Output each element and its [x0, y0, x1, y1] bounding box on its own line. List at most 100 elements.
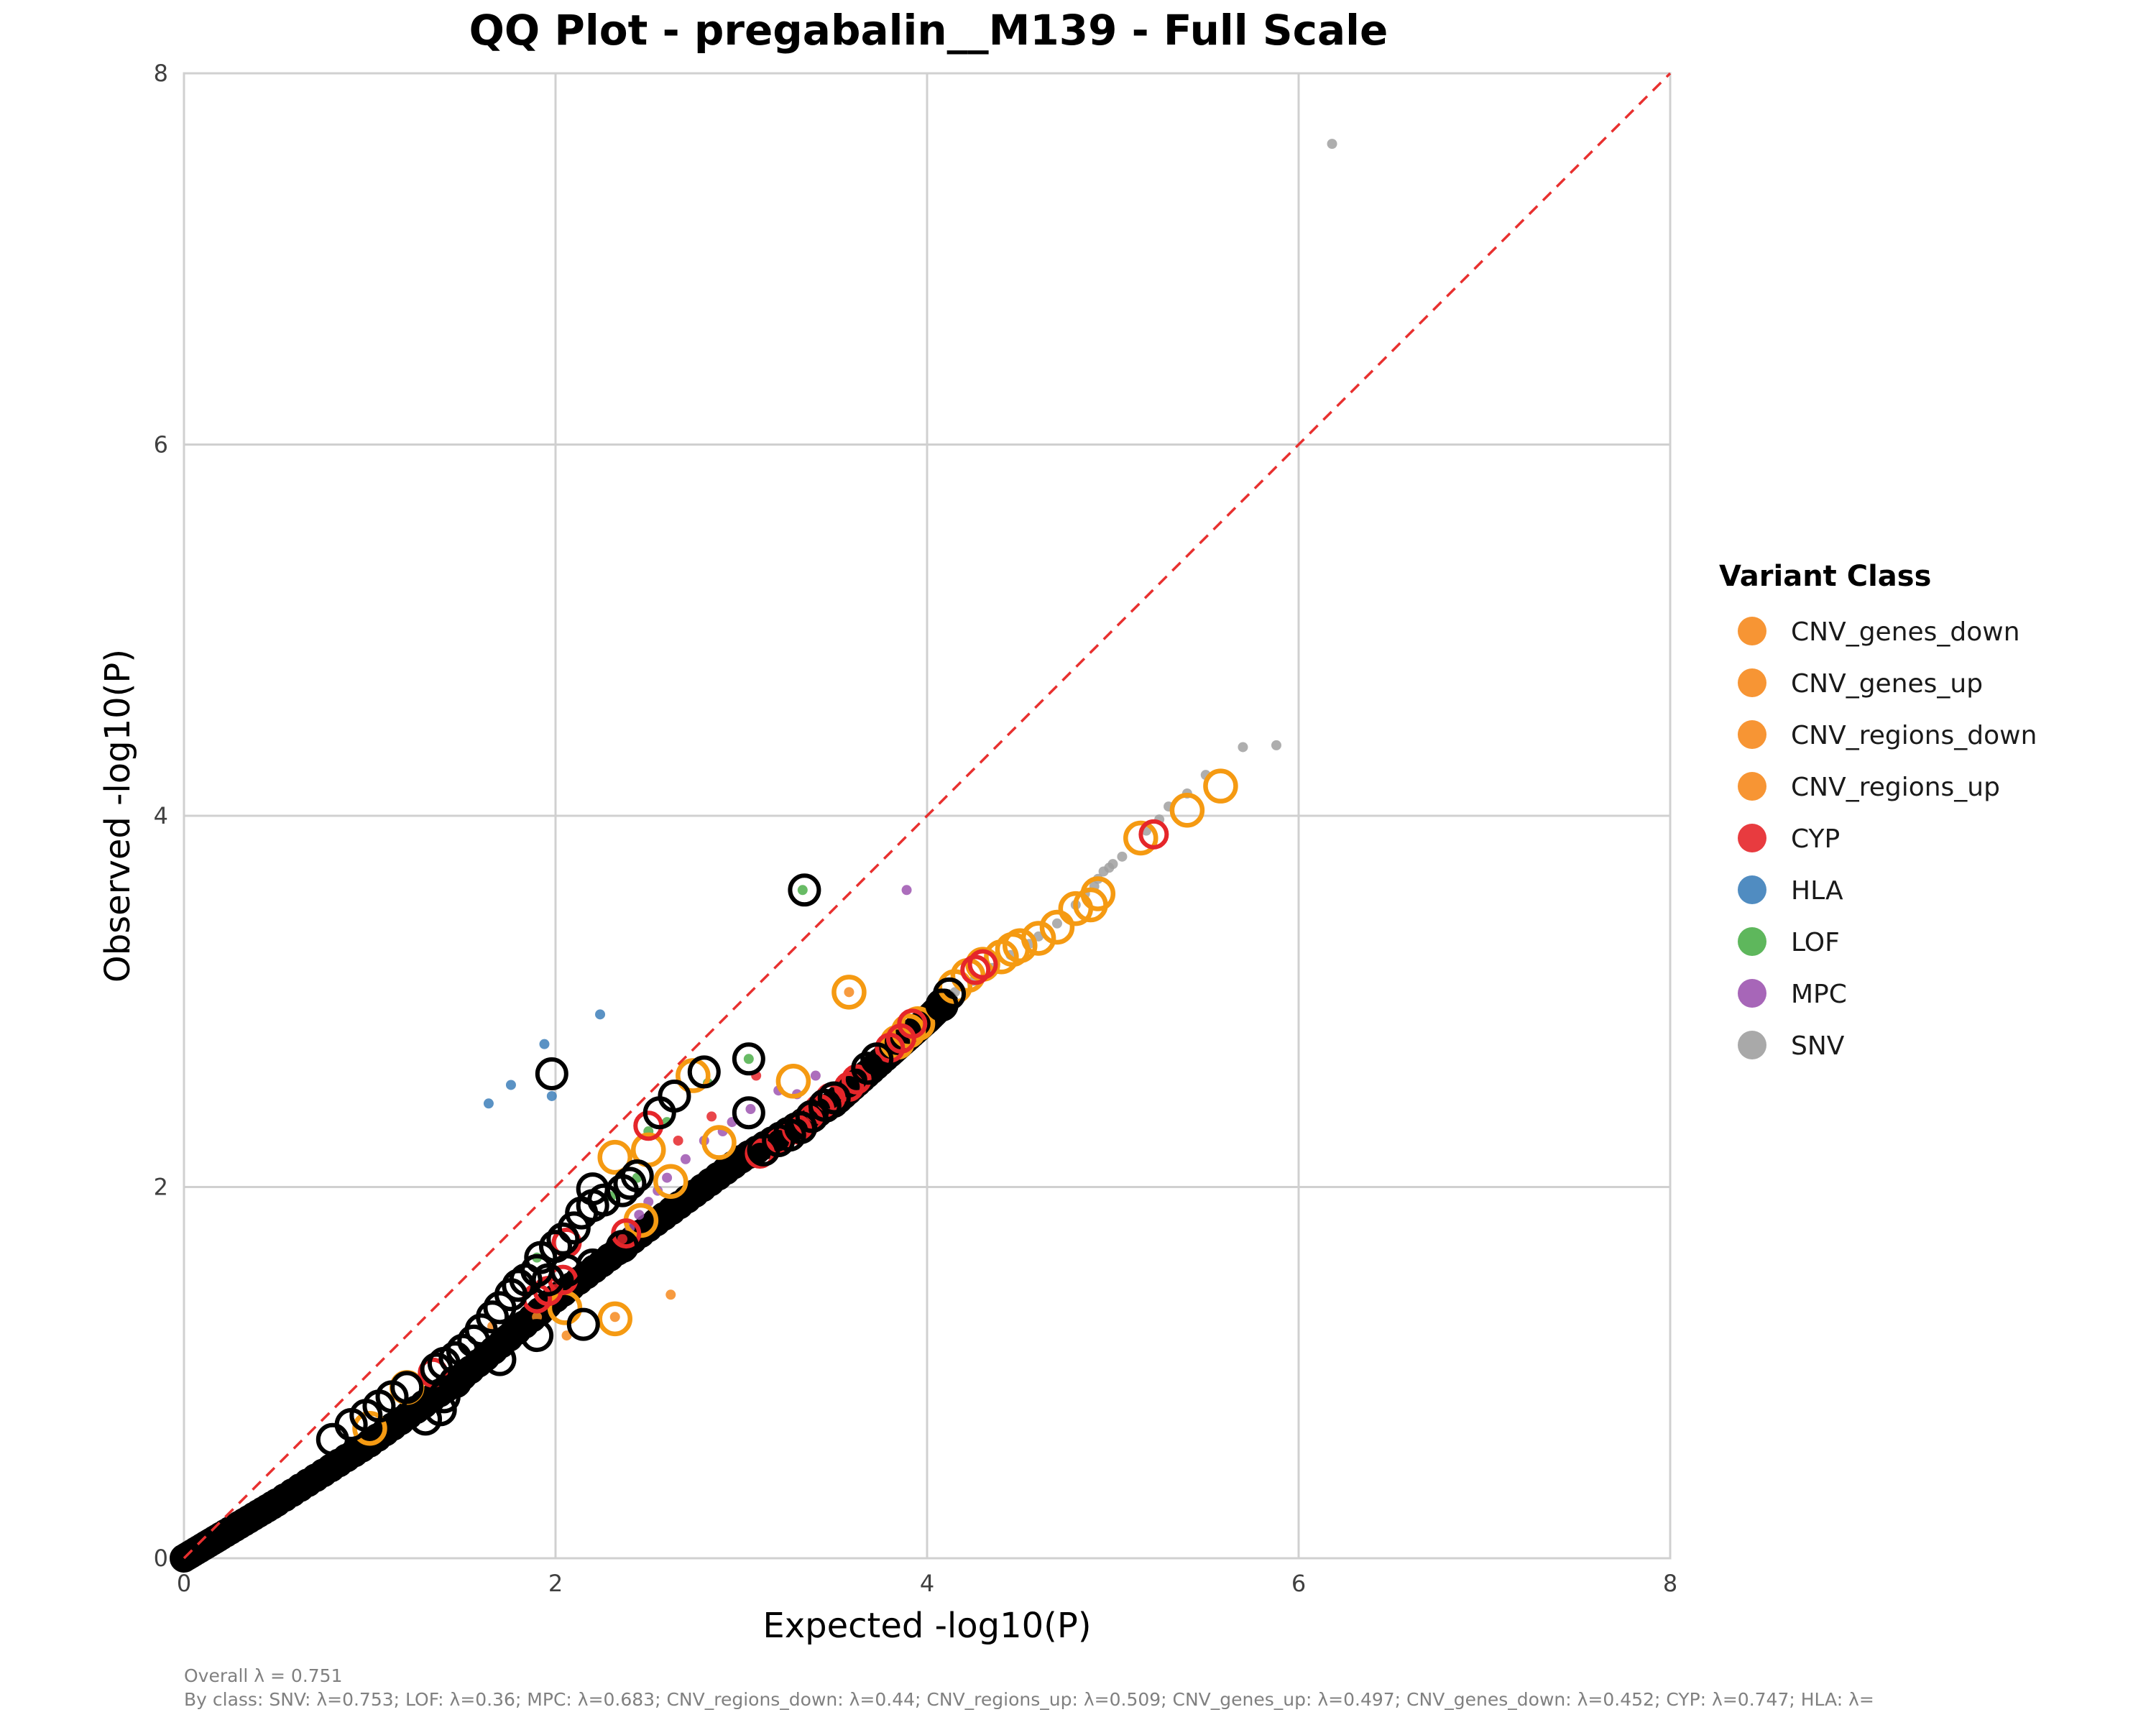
legend-label: CNV_genes_up: [1791, 669, 1983, 699]
legend-label: HLA: [1791, 876, 1843, 906]
ring-black: [409, 1402, 443, 1436]
ring-black: [851, 1052, 885, 1085]
y-tick-label: 8: [154, 60, 168, 87]
ring-orange: [352, 1410, 387, 1446]
point-snv: [1327, 139, 1337, 150]
point-snv: [1117, 851, 1128, 862]
ring-orange: [1123, 820, 1158, 856]
point-snv: [1051, 918, 1062, 929]
x-tick-labels: 0 2 4 6 8: [177, 1570, 1677, 1597]
ring-black: [606, 1230, 640, 1264]
point-hla: [595, 1009, 606, 1020]
legend-label: CNV_genes_down: [1791, 617, 2020, 647]
ring-black: [550, 1254, 584, 1287]
ring-black: [483, 1291, 517, 1325]
x-tick-label: 0: [177, 1570, 191, 1597]
ring-black: [546, 1222, 580, 1256]
ring-orange: [984, 939, 1019, 975]
legend-marker: [1738, 772, 1766, 801]
legend-marker: [1738, 927, 1766, 956]
ring-black: [933, 977, 967, 1011]
ring-black: [732, 1042, 765, 1076]
ring-orange: [1203, 768, 1238, 804]
y-tick-label: 4: [154, 802, 168, 829]
legend-marker: [1738, 1031, 1766, 1059]
x-tick-label: 6: [1291, 1570, 1306, 1597]
point-cnv: [561, 1330, 572, 1341]
point-snv: [1098, 866, 1109, 877]
point-mpc: [680, 1154, 691, 1164]
ring-black: [687, 1055, 721, 1089]
point-snv: [1033, 931, 1044, 942]
ring-black: [566, 1307, 600, 1341]
legend-marker: [1738, 617, 1766, 645]
legend-label: LOF: [1791, 928, 1840, 957]
y-axis-label: Observed -log10(P): [98, 649, 138, 983]
ring-orange: [775, 1064, 811, 1099]
point-cyp: [617, 1233, 628, 1244]
ring-black: [520, 1319, 554, 1353]
legend-label: MPC: [1791, 980, 1847, 1009]
ring-black: [531, 1263, 565, 1297]
legend-marker: [1738, 824, 1766, 852]
ring-orange: [701, 1125, 737, 1160]
point-hla: [483, 1098, 494, 1109]
x-tick-label: 4: [920, 1570, 934, 1597]
legend-label: CYP: [1791, 824, 1840, 854]
ring-black: [483, 1343, 517, 1376]
ring-black: [557, 1211, 591, 1245]
legend: CNV_genes_down CNV_genes_up CNV_regions_do…: [1738, 617, 2037, 1061]
legend-label: CNV_regions_down: [1791, 721, 2037, 750]
legend-marker: [1738, 668, 1766, 697]
x-tick-label: 8: [1663, 1570, 1677, 1597]
legend-marker: [1738, 875, 1766, 904]
plot-border: [183, 72, 1672, 1560]
ring-orange: [1039, 909, 1075, 945]
ring-red: [960, 954, 991, 985]
ring-black: [860, 1042, 894, 1076]
x-axis-label: Expected -log10(P): [763, 1606, 1091, 1646]
ring-orange: [1058, 891, 1094, 926]
legend-label: CNV_regions_up: [1791, 773, 2000, 802]
ring-black: [524, 1241, 558, 1274]
point-snv: [1271, 740, 1281, 750]
reference-diagonal-line: [183, 72, 1672, 1560]
y-tick-label: 2: [154, 1174, 168, 1201]
point-hla: [546, 1090, 557, 1101]
point-mpc: [901, 885, 912, 896]
x-tick-label: 2: [548, 1570, 563, 1597]
ring-orange: [597, 1301, 632, 1337]
point-lof: [797, 885, 808, 896]
y-tick-labels: 0 2 4 6 8: [154, 60, 168, 1572]
point-cyp: [706, 1111, 717, 1122]
point-cnv: [609, 1312, 620, 1322]
chart-title: QQ Plot - pregabalin__M139 - Full Scale: [469, 6, 1388, 55]
ring-black: [427, 1380, 461, 1414]
ring-red: [967, 949, 998, 980]
point-lof: [743, 1054, 754, 1064]
ring-black: [315, 1422, 349, 1456]
point-hla: [505, 1080, 516, 1090]
ring-black: [817, 1081, 851, 1115]
point-snv: [1238, 742, 1248, 753]
ring-black: [732, 1096, 765, 1130]
ring-black: [795, 1100, 829, 1133]
point-mpc: [745, 1104, 756, 1115]
legend-label: SNV: [1791, 1031, 1845, 1061]
ring-red: [841, 1064, 872, 1095]
point-mpc: [662, 1172, 673, 1183]
legend-marker: [1738, 979, 1766, 1008]
point-cnv: [665, 1289, 676, 1300]
ring-orange: [597, 1139, 632, 1175]
y-tick-label: 0: [154, 1545, 168, 1572]
ring-black: [535, 1057, 568, 1090]
highlight-rings: [315, 768, 1238, 1456]
point-mpc: [810, 1070, 821, 1081]
point-cyp: [673, 1135, 683, 1146]
point-hla: [539, 1039, 550, 1049]
legend-title: Variant Class: [1719, 560, 1931, 593]
ring-orange: [1073, 887, 1108, 923]
ring-black: [788, 873, 821, 907]
point-mpc: [634, 1210, 645, 1220]
